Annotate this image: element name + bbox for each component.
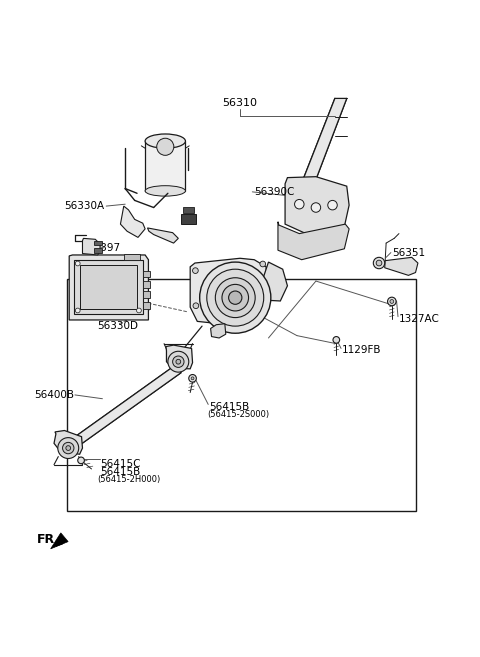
Circle shape	[193, 303, 199, 309]
Ellipse shape	[145, 186, 185, 196]
Bar	[67, 279, 416, 511]
Circle shape	[157, 138, 174, 155]
Circle shape	[376, 260, 382, 266]
Text: 1327AC: 1327AC	[399, 314, 440, 324]
Bar	[183, 207, 193, 213]
Circle shape	[387, 297, 396, 306]
Circle shape	[176, 359, 180, 364]
Text: 56351: 56351	[392, 248, 425, 258]
Circle shape	[207, 269, 264, 326]
Bar	[143, 292, 150, 298]
Bar	[74, 260, 143, 314]
Circle shape	[295, 200, 304, 209]
Circle shape	[390, 300, 394, 304]
Circle shape	[260, 261, 265, 267]
Polygon shape	[63, 365, 181, 453]
Circle shape	[75, 261, 80, 266]
Bar	[180, 214, 196, 224]
Bar	[80, 265, 137, 309]
Text: 56415B: 56415B	[100, 466, 140, 477]
Text: 1129FB: 1129FB	[342, 345, 382, 355]
Circle shape	[58, 438, 79, 459]
Polygon shape	[83, 238, 100, 255]
Polygon shape	[54, 430, 83, 454]
Circle shape	[228, 291, 242, 304]
Polygon shape	[288, 99, 347, 219]
Circle shape	[216, 278, 255, 317]
Polygon shape	[285, 177, 349, 236]
Text: 56330D: 56330D	[97, 321, 139, 331]
Circle shape	[173, 356, 184, 367]
Text: FR.: FR.	[37, 533, 60, 546]
Circle shape	[328, 200, 337, 210]
Circle shape	[192, 268, 198, 273]
Circle shape	[66, 445, 71, 451]
Polygon shape	[69, 255, 148, 320]
Polygon shape	[190, 258, 268, 326]
Bar	[124, 254, 140, 260]
Bar	[143, 281, 150, 288]
Circle shape	[78, 457, 84, 464]
Circle shape	[311, 203, 321, 212]
Text: 56330A: 56330A	[65, 201, 105, 211]
Circle shape	[75, 308, 80, 313]
Polygon shape	[166, 345, 192, 369]
Text: (56415-2S000): (56415-2S000)	[208, 411, 270, 419]
Circle shape	[137, 308, 141, 313]
Bar	[143, 302, 150, 309]
Polygon shape	[51, 533, 68, 549]
Polygon shape	[120, 206, 145, 237]
Text: 56400B: 56400B	[34, 390, 74, 400]
Text: 56415B: 56415B	[209, 402, 250, 412]
Ellipse shape	[145, 134, 185, 148]
Text: 56397: 56397	[87, 243, 120, 253]
Bar	[94, 240, 102, 246]
Polygon shape	[147, 228, 179, 243]
Bar	[145, 141, 185, 191]
Circle shape	[200, 262, 271, 333]
Polygon shape	[384, 258, 418, 275]
Circle shape	[62, 442, 74, 454]
Text: (56415-2H000): (56415-2H000)	[97, 476, 161, 484]
Circle shape	[168, 351, 189, 372]
Circle shape	[373, 258, 384, 269]
Bar	[143, 271, 150, 277]
Polygon shape	[278, 222, 349, 260]
Circle shape	[191, 377, 194, 380]
Text: 56415C: 56415C	[100, 459, 141, 468]
Bar	[94, 248, 102, 253]
Polygon shape	[261, 262, 288, 301]
Circle shape	[222, 284, 249, 311]
Text: 56310: 56310	[223, 98, 257, 108]
Polygon shape	[211, 324, 226, 338]
Circle shape	[189, 374, 196, 382]
Circle shape	[333, 336, 340, 343]
Text: 56390C: 56390C	[254, 187, 295, 197]
